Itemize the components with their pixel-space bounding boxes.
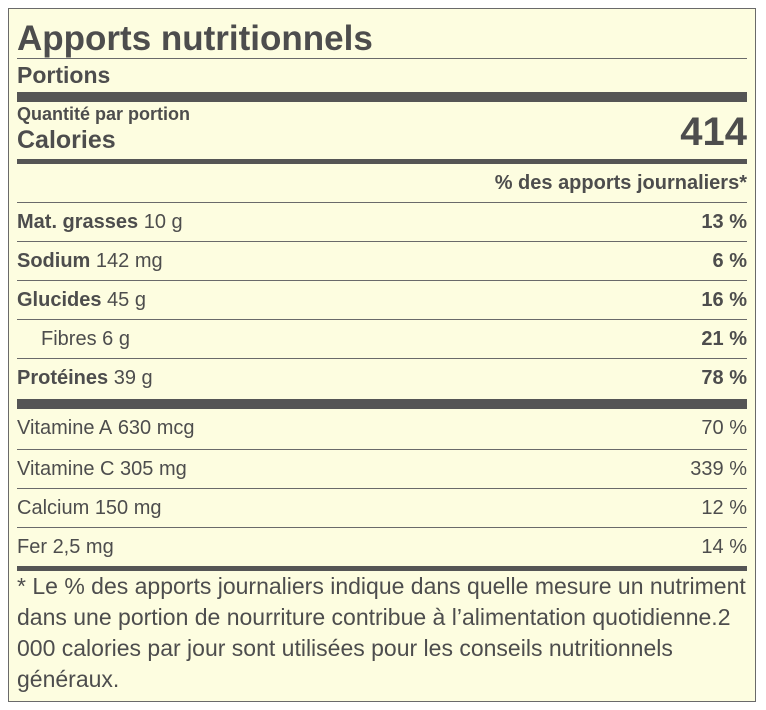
nutrient-name-cell: Glucides 45 g [17, 281, 146, 319]
nutrition-label: Apports nutritionnels Portions Quantité … [8, 8, 756, 702]
vitamin-percent: 70 % [701, 417, 747, 439]
calories-value: 414 [680, 110, 747, 154]
nutrient-percent: 13 % [701, 211, 747, 233]
nutrient-name: Glucides [17, 289, 102, 311]
title-divider [17, 58, 747, 59]
vitamin-name-cell: Vitamine C 305 mg [17, 450, 187, 488]
nutrient-name: Sodium [17, 250, 91, 272]
quantity-per-serving-label: Quantité par portion [17, 104, 190, 124]
nutrient-name-cell: Mat. grasses 10 g [17, 203, 183, 241]
vitamin-row-iron: Fer 2,5 mg 14 % [17, 527, 747, 566]
vitamin-name: Fer [17, 536, 47, 558]
servings-label: Portions [17, 62, 111, 88]
vitamin-name-cell: Vitamine A 630 mcg [17, 409, 195, 447]
vitamin-name: Calcium [17, 497, 90, 519]
nutrient-name: Fibres [41, 328, 97, 350]
vitamin-row-c: Vitamine C 305 mg 339 % [17, 449, 747, 488]
calories-divider [17, 159, 747, 164]
vitamin-row-calcium: Calcium 150 mg 12 % [17, 488, 747, 527]
nutrient-name-cell: Protéines 39 g [17, 359, 153, 397]
label-title: Apports nutritionnels [17, 19, 373, 58]
vitamin-row-a: Vitamine A 630 mcg 70 % [17, 409, 747, 448]
nutrient-percent: 6 % [712, 250, 747, 272]
daily-value-header: % des apports journaliers* [494, 172, 747, 194]
nutrient-row-fiber: Fibres 6 g 21 % [17, 319, 747, 358]
nutrient-percent: 78 % [701, 367, 747, 389]
footnote-divider [17, 566, 747, 571]
thick-divider-top [17, 92, 747, 102]
vitamin-amount: 2,5 mg [52, 536, 114, 558]
vitamin-name-cell: Calcium 150 mg [17, 489, 162, 527]
nutrient-amount: 10 g [143, 211, 183, 233]
nutrient-row-protein: Protéines 39 g 78 % [17, 358, 747, 397]
thick-divider-vitamins [17, 399, 747, 409]
vitamin-name: Vitamine A [17, 417, 113, 439]
nutrient-name: Mat. grasses [17, 211, 139, 233]
nutrient-percent: 21 % [701, 328, 747, 350]
nutrient-amount: 6 g [102, 328, 130, 350]
nutrient-row-sodium: Sodium 142 mg 6 % [17, 241, 747, 280]
calories-label: Calories [17, 126, 116, 154]
vitamin-amount: 150 mg [94, 497, 162, 519]
nutrient-name-cell: Fibres 6 g [41, 320, 130, 358]
vitamin-percent: 12 % [701, 497, 747, 519]
vitamin-percent: 339 % [690, 458, 747, 480]
nutrient-percent: 16 % [701, 289, 747, 311]
nutrient-row-fat: Mat. grasses 10 g 13 % [17, 202, 747, 241]
vitamin-percent: 14 % [701, 536, 747, 558]
vitamin-name: Vitamine C [17, 458, 115, 480]
nutrient-row-carbs: Glucides 45 g 16 % [17, 280, 747, 319]
nutrient-name: Protéines [17, 367, 109, 389]
vitamin-name-cell: Fer 2,5 mg [17, 528, 114, 566]
nutrient-amount: 45 g [107, 289, 146, 311]
nutrient-name-cell: Sodium 142 mg [17, 242, 163, 280]
vitamin-amount: 305 mg [120, 458, 187, 480]
nutrient-amount: 39 g [113, 367, 153, 389]
footnote: * Le % des apports journaliers indique d… [17, 573, 746, 692]
vitamin-amount: 630 mcg [117, 417, 195, 439]
nutrient-amount: 142 mg [95, 250, 163, 272]
